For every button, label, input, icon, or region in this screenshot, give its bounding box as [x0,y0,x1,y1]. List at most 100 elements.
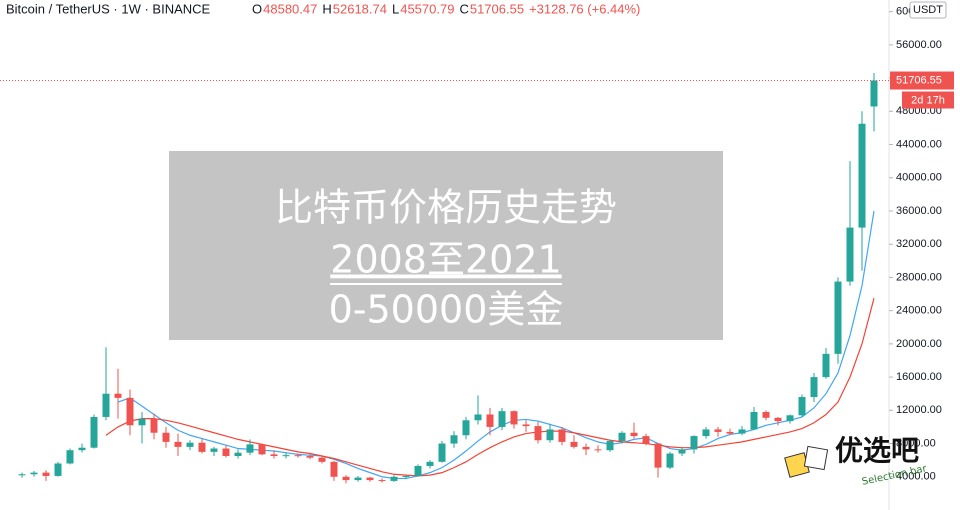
candle-body [150,418,158,433]
candle-body [678,449,686,454]
overlay: 比特币价格历史走势 2008至2021 0-50000美金 [169,151,723,340]
candle-body [630,432,638,437]
candle-body [162,432,170,442]
candle-body [546,429,554,441]
candle-body [210,448,218,452]
logo-icon [803,445,829,471]
y-tick-label: 56000.00 [896,39,942,51]
candle-body [498,411,506,427]
candle-body [78,447,86,451]
candle-body [426,461,434,466]
ohlc-prefix: C [459,1,468,16]
currency-box: USDT [909,1,947,19]
countdown: 2d 17h [911,94,945,106]
candle-body [258,444,266,455]
ohlc-value: 52618.74 [333,1,387,16]
candle-body [858,123,866,228]
ohlc-prefix: H [322,1,331,16]
candle-body [606,441,614,451]
currency-frame [909,1,947,19]
candle-body [522,424,530,427]
y-tick-label: 4000.00 [896,471,936,483]
candle-body [414,465,422,476]
plot [0,72,889,484]
candle-body [570,441,578,447]
y-tick-label: 8000.00 [896,437,936,449]
candle-body [198,442,206,452]
logo-title: 优选吧 [835,434,919,467]
candle-body [510,411,518,425]
candle-body [618,432,626,442]
countdown-tag [902,91,954,109]
overlay-years: 2008至2021 [330,238,561,282]
candle-body [102,393,110,417]
candle-body [714,429,722,432]
candle-body [378,480,386,482]
candle-body [330,461,338,477]
candle-body [270,454,278,457]
candle-body [774,417,782,422]
overlay-title: 比特币价格历史走势 [275,186,617,230]
candle-body [810,377,818,398]
candle-body [582,446,590,450]
y-tick-label: 16000.00 [896,371,942,383]
candle-body [234,452,242,457]
candle-body [474,414,482,421]
candle-body [318,457,326,462]
candle-body [306,456,314,458]
overlay-box [169,151,723,340]
candle-body [738,429,746,434]
change: +3128.76 (+6.44%) [529,1,640,16]
candle-body [666,453,674,468]
overlay-range: 0-50000美金 [329,288,564,332]
price-tag-label: 51706.55 [896,74,942,86]
candle-body [114,393,122,398]
candle-body [186,442,194,447]
candle-body [402,475,410,477]
candle-body [90,416,98,448]
candle-body [18,474,26,476]
candle-body [822,353,830,378]
candle-body [870,80,878,107]
ohlc-prefix: L [392,1,399,16]
y-tick-label: 44000.00 [896,138,942,150]
candle-body [30,472,38,475]
ohlc-value: 51706.55 [470,1,524,16]
candle-body [366,477,374,481]
candle-body [450,435,458,444]
y-tick-label: 20000.00 [896,338,942,350]
candle-body [54,463,62,476]
moving-average [117,210,875,480]
header: Bitcoin / TetherUS · 1W · BINANCE O 48580… [6,1,640,16]
y-tick-label: 40000.00 [896,172,942,184]
candle-body [798,397,806,416]
candle-body [222,448,230,457]
candle-body [642,436,650,444]
candle-body [126,397,134,426]
candle-body [138,418,146,426]
y-tick-label: 28000.00 [896,271,942,283]
y-tick-label: 32000.00 [896,238,942,250]
candle-body [786,415,794,422]
candle-body [66,450,74,464]
candle-body [702,429,710,437]
candle-body [690,436,698,450]
candle-body [462,420,470,436]
candle-body [534,426,542,441]
ohlc-prefix: O [252,1,262,16]
candle-body [390,476,398,481]
candle-body [342,476,350,481]
candle-body [750,411,758,430]
candle-body [846,227,854,282]
candle-body [174,441,182,447]
symbol: Bitcoin / TetherUS · 1W · BINANCE [6,1,211,16]
price-tag [890,71,954,90]
y-tick-label: 24000.00 [896,305,942,317]
candle-body [486,414,494,427]
candle-body [594,449,602,451]
candle-body [558,429,566,442]
currency: USDT [913,4,943,16]
y-tick-label: 12000.00 [896,404,942,416]
candle-body [726,431,734,434]
candle-body [438,443,446,462]
